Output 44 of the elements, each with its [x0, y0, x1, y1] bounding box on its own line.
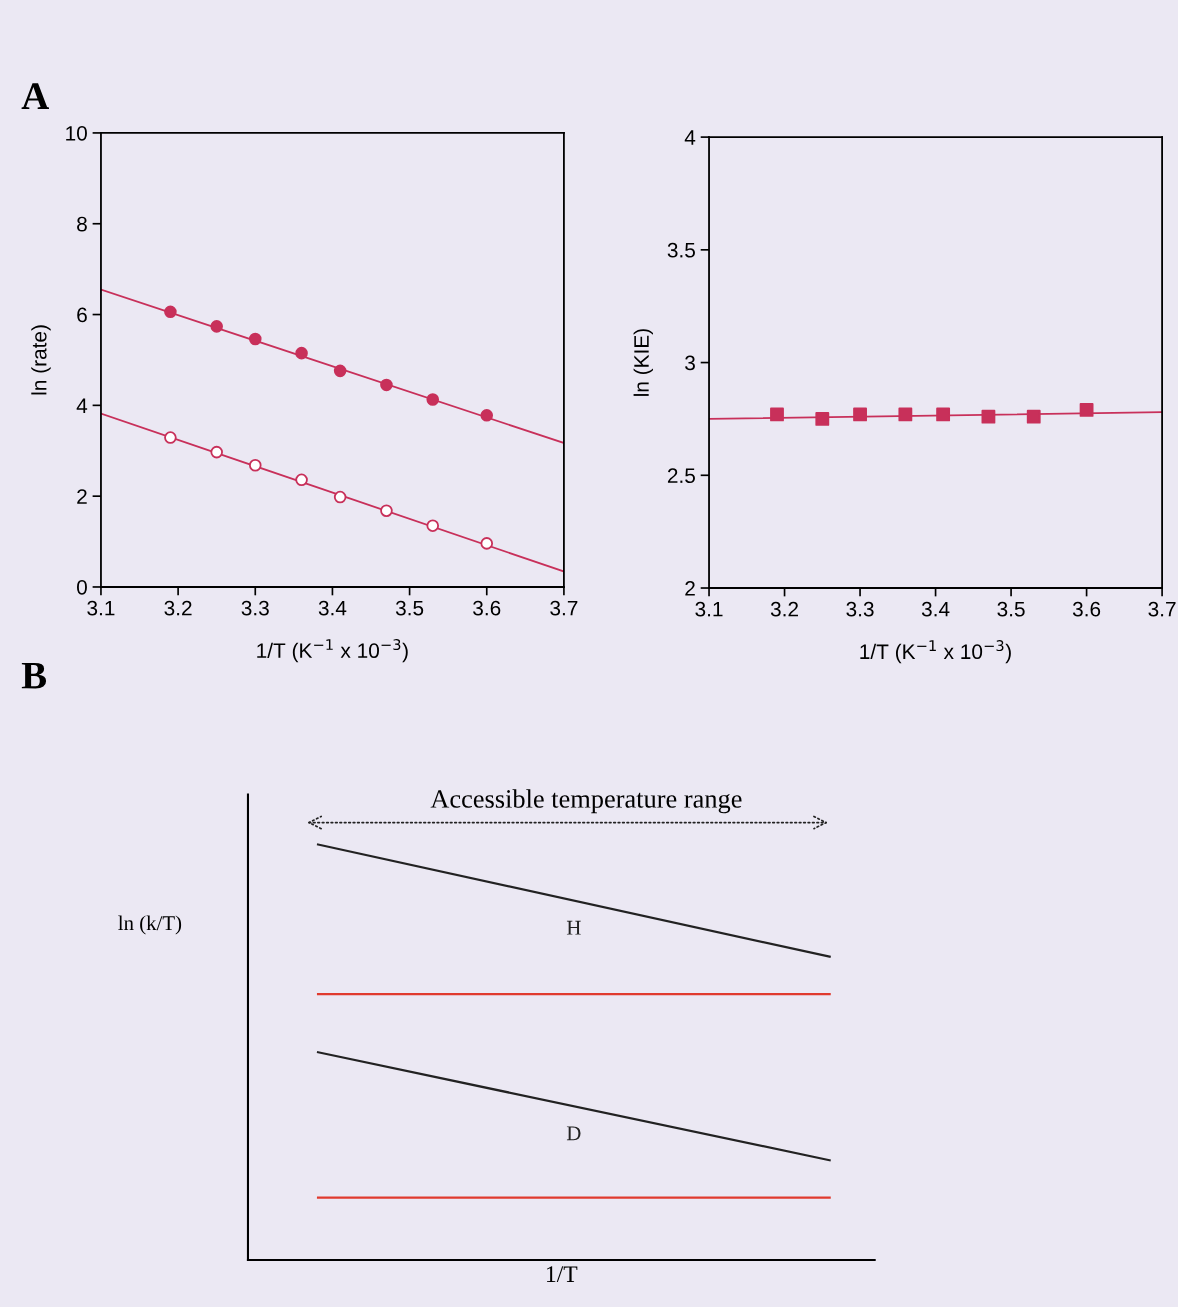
x-tick-label: 3.3 [846, 601, 874, 617]
y-tick-label: 3 [685, 355, 695, 371]
series-label: D [566, 1126, 581, 1141]
point [295, 346, 308, 360]
point [248, 332, 262, 346]
y-tick-label: 4 [684, 130, 696, 145]
x-tick-label: 3.4 [318, 600, 347, 616]
x-tick-label: 3.7 [550, 600, 578, 616]
x-tick-label: 3.6 [1072, 601, 1101, 617]
x-tick-label: 3.1 [87, 600, 115, 616]
x-tick-label: 3.3 [241, 600, 269, 616]
point [164, 305, 177, 319]
x-tick-label: 3.7 [1148, 601, 1176, 617]
point [426, 393, 440, 406]
x-axis-title: 1/T (K$^{−1}$ x 10$^{−3}$) [257, 639, 408, 663]
y-tick-label: 2 [685, 581, 695, 596]
y-tick-label: 2 [77, 489, 87, 504]
y-tick-label: 6 [77, 307, 87, 323]
point [333, 364, 347, 378]
y-axis-title: ln (rate) [31, 325, 51, 395]
x-axis-title: 1/T [547, 1266, 578, 1283]
y-tick-label: 10 [66, 125, 87, 141]
y-tick-label: 8 [77, 216, 87, 232]
x-tick-label: 3.1 [695, 601, 723, 617]
x-tick-label: 3.6 [473, 600, 501, 616]
point [480, 409, 494, 422]
x-tick-label: 3.2 [770, 601, 798, 617]
x-tick-label: 3.5 [395, 600, 424, 616]
text: B [21, 662, 47, 689]
point [210, 320, 223, 333]
y-axis-title: ln (KIE) [633, 329, 653, 396]
y-tick-label: 0 [76, 579, 87, 595]
x-axis-title: 1/T (K$^{−1}$ x 10$^{−3}$) [860, 640, 1011, 664]
y-tick-label: 4 [76, 398, 88, 413]
point [380, 378, 393, 392]
y-tick-label: 3.5 [667, 242, 695, 258]
text: Accessible temperature range [430, 789, 742, 814]
x-tick-label: 3.4 [921, 601, 950, 617]
series-label: H [566, 920, 581, 935]
y-tick-label: 2.5 [667, 468, 695, 484]
y-axis-title: ln (k/T) [118, 915, 182, 935]
text: A [21, 83, 49, 109]
x-tick-label: 3.2 [164, 600, 192, 616]
x-tick-label: 3.5 [997, 601, 1025, 617]
